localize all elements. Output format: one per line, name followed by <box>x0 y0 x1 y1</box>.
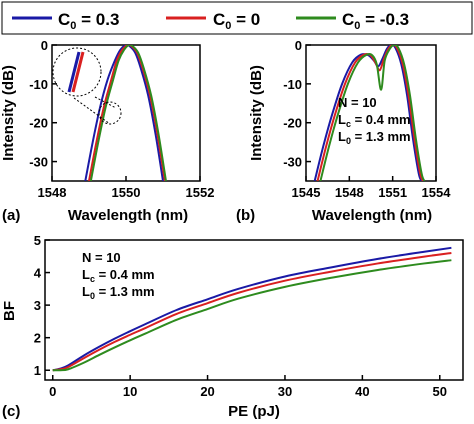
panel-c-annotation: N = 10 Lc = 0.4 mm L0 = 1.3 mm <box>82 250 155 301</box>
panel-b-annot-l0: L0 = 1.3 mm <box>338 129 411 146</box>
panel-b-series-2 <box>319 45 426 181</box>
panel-a-xlabel: Wavelength (nm) <box>68 207 188 224</box>
panel-c-annot-lc: Lc = 0.4 mm <box>82 267 155 284</box>
inset-connector-bottom <box>73 97 111 125</box>
panel-c-series <box>52 246 452 372</box>
panel-b-ytick-label-3: -30 <box>283 155 302 170</box>
panel-b-ytick-label-1: -10 <box>283 77 302 92</box>
panel-a-ytick-label-1: -10 <box>29 77 48 92</box>
panel-a-ytick-label-3: -30 <box>29 155 48 170</box>
panel-b-annotation: N = 10 Lc = 0.4 mm L0 = 1.3 mm <box>338 95 411 146</box>
panel-b-ytick-label-2: -20 <box>283 116 302 131</box>
panel-c-ytick-label-3: 4 <box>34 266 42 281</box>
panel-c-xtick-label-5: 50 <box>433 384 447 399</box>
legend-label-0: C0 = 0.3 <box>58 10 119 32</box>
panel-c-xtick-label-1: 10 <box>123 384 137 399</box>
panel-b-xlabel: Wavelength (nm) <box>312 207 432 224</box>
panel-a-tag: (a) <box>2 207 20 224</box>
panel-b: 1545 1548 1551 1554 0 -10 -20 -30 N = 10 Lc = 0… <box>236 38 451 224</box>
panel-b-frame <box>305 44 437 182</box>
panel-a-ticks: 1548 1550 1552 0 -10 -20 -30 <box>29 38 214 200</box>
panel-b-xtick-label-3: 1554 <box>422 185 452 200</box>
legend-entry-2: C0 = -0.3 <box>296 10 409 32</box>
panel-c-annot-l0: L0 = 1.3 mm <box>82 284 155 301</box>
panel-c-frame <box>44 239 464 381</box>
panel-b-ticks: 1545 1548 1551 1554 0 -10 -20 -30 <box>283 38 451 200</box>
panel-c-ytick-label-2: 3 <box>34 298 41 313</box>
panel-c-xtick-label-4: 40 <box>355 384 369 399</box>
panel-c-ytick-label-0: 1 <box>34 363 41 378</box>
panel-c-ticks: 0 10 20 30 40 50 1 2 3 4 5 <box>34 233 447 399</box>
panel-c-annot-n: N = 10 <box>82 250 121 265</box>
panel-a-xtick-label-1: 1550 <box>112 185 141 200</box>
panel-b-xtick-label-2: 1551 <box>378 185 407 200</box>
panel-b-tag: (b) <box>236 207 255 224</box>
legend: C0 = 0.3 C0 = 0 C0 = -0.3 <box>1 1 473 35</box>
panel-b-xtick-label-1: 1548 <box>335 185 364 200</box>
panel-b-series-0 <box>313 45 423 181</box>
panel-a-series-1 <box>88 45 166 181</box>
panel-a-series-2 <box>89 45 167 181</box>
panel-b-series <box>313 45 426 181</box>
panel-c-xtick-label-0: 0 <box>49 384 56 399</box>
panel-a-ytick-label-0: 0 <box>41 38 48 53</box>
panel-a-xtick-label-2: 1552 <box>186 185 215 200</box>
panel-b-ytick-label-0: 0 <box>295 38 302 53</box>
legend-label-2: C0 = -0.3 <box>342 10 409 32</box>
panel-c: 0 10 20 30 40 50 1 2 3 4 5 N = 10 Lc = 0.4 mm L0 =… <box>1 233 464 420</box>
legend-frame <box>1 1 473 35</box>
panel-c-ytick-label-4: 5 <box>34 233 41 248</box>
panel-b-annot-lc: Lc = 0.4 mm <box>338 112 411 129</box>
legend-entry-1: C0 = 0 <box>166 10 260 32</box>
legend-label-1: C0 = 0 <box>213 10 260 32</box>
panel-c-series-0 <box>52 246 452 372</box>
panel-c-ylabel: BF <box>1 301 18 321</box>
inset-line-red <box>71 51 85 93</box>
panel-c-series-1 <box>52 252 452 372</box>
panel-c-xtick-label-2: 20 <box>200 384 214 399</box>
panel-c-tag: (c) <box>2 403 20 420</box>
legend-entry-0: C0 = 0.3 <box>12 10 119 32</box>
panel-c-series-2 <box>52 259 452 372</box>
panel-b-annot-n: N = 10 <box>338 95 377 110</box>
panel-b-ylabel: Intensity (dB) <box>248 65 265 161</box>
panel-a-ylabel: Intensity (dB) <box>0 65 17 161</box>
panel-a: 1548 1550 1552 0 -10 -20 -30 Intensity (dB) Wa… <box>0 38 214 224</box>
panel-a-xtick-label-0: 1548 <box>38 185 67 200</box>
panel-a-ytick-label-2: -20 <box>29 116 48 131</box>
panel-c-xtick-label-3: 30 <box>278 384 292 399</box>
inset-line-blue <box>67 51 81 93</box>
panel-b-xtick-label-0: 1545 <box>292 185 321 200</box>
inset-zoom-target <box>98 101 122 125</box>
panel-c-xlabel: PE (pJ) <box>228 403 280 420</box>
panel-a-inset <box>52 47 122 125</box>
panel-c-ytick-label-1: 2 <box>34 331 41 346</box>
panel-b-series-1 <box>316 45 424 181</box>
